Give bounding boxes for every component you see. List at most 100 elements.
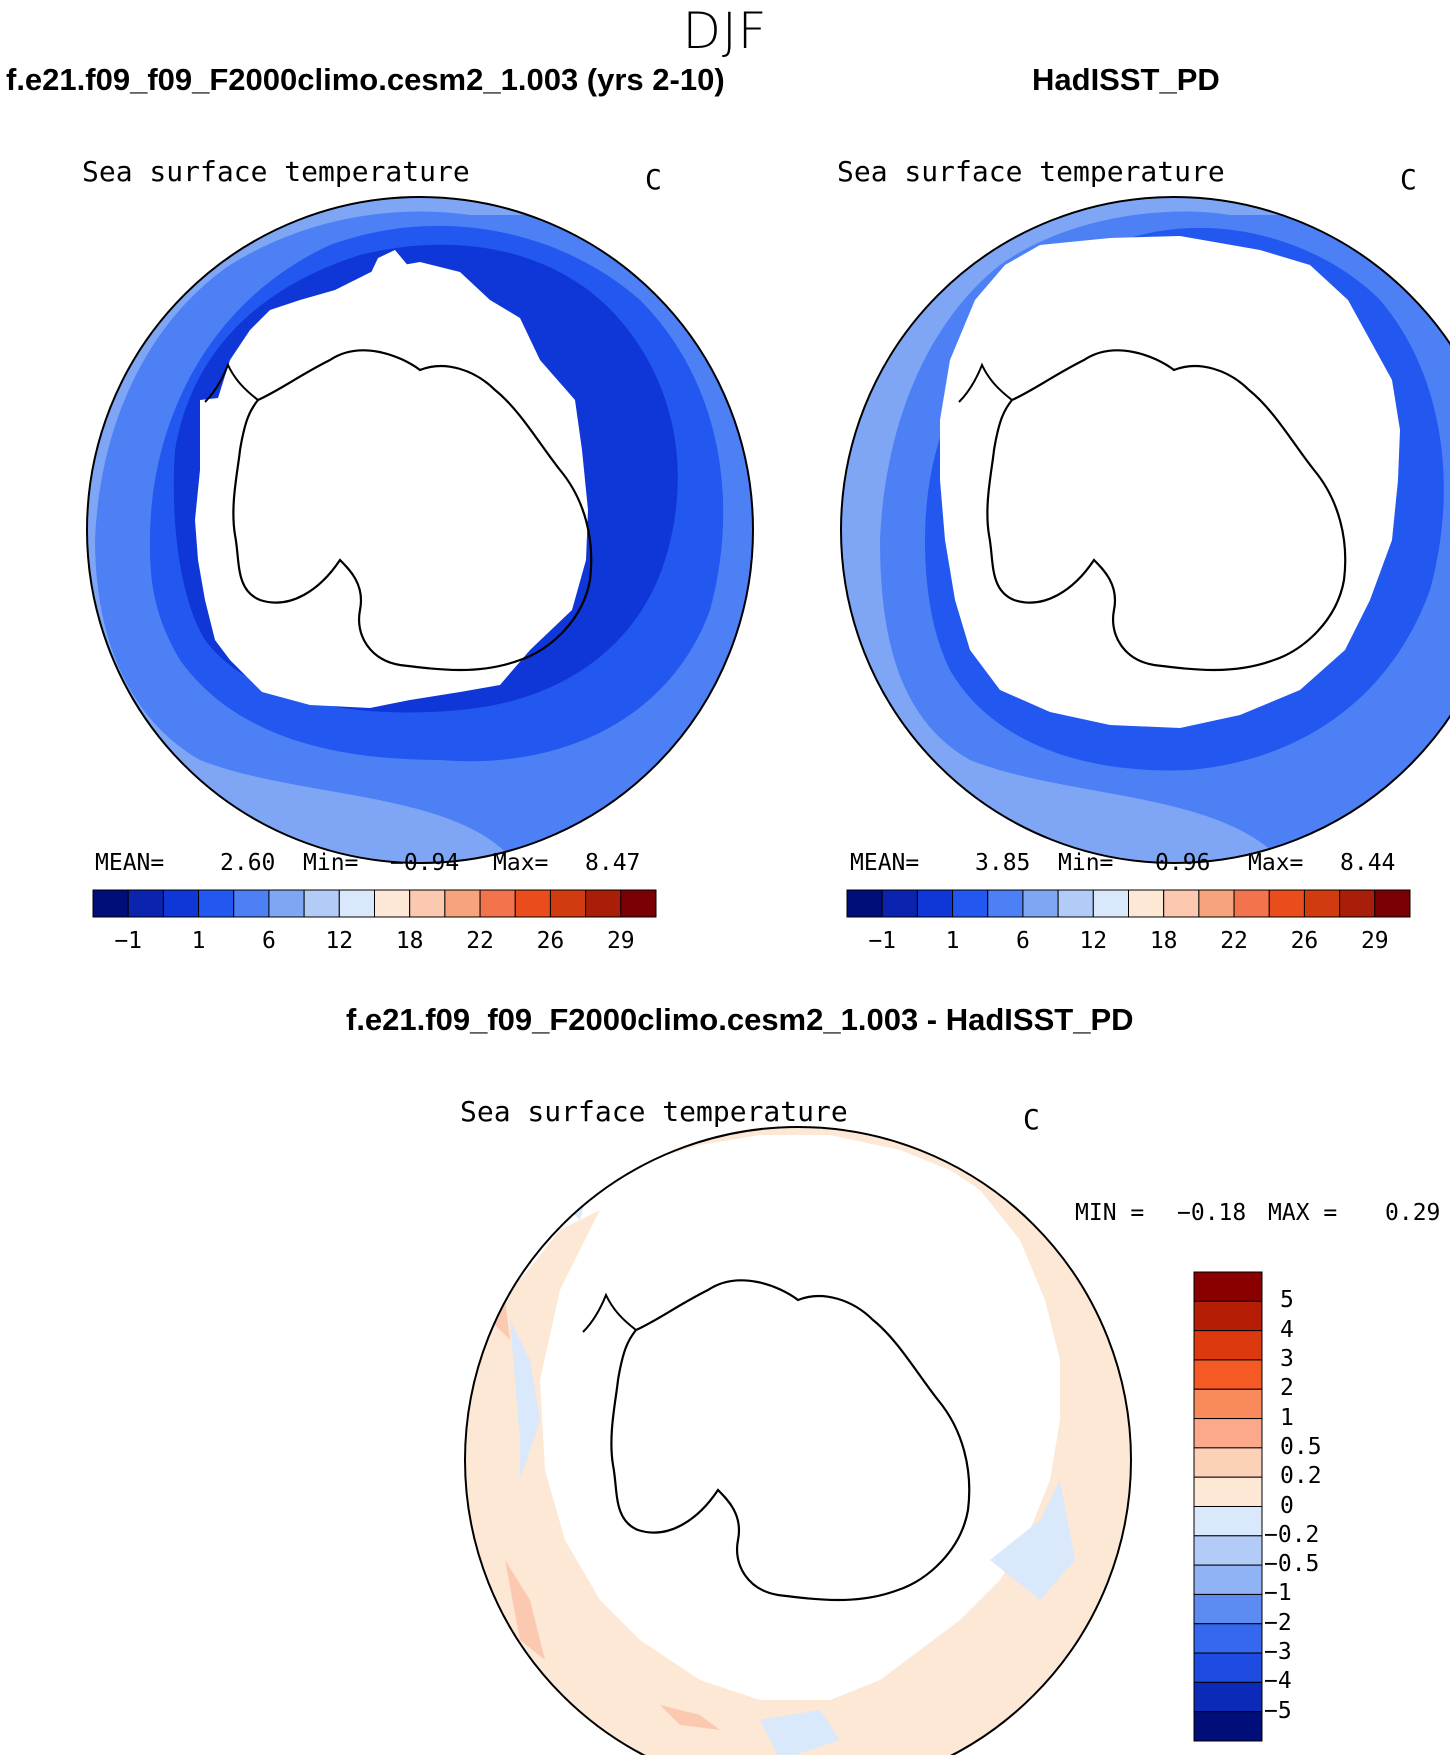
diff-colorbar-ticks: 5 4 3 2 1 0.5 0.2 0 −0.2 −0.5 −1 −2 −3 −4 −5 <box>1264 1272 1390 1741</box>
test-min-value: −0.94 <box>390 850 460 876</box>
test-max-label: Max= <box>493 850 549 876</box>
test-colorbar-ticks: −1 1 6 12 18 22 26 29 <box>93 928 656 958</box>
obs-stats: MEAN= 3.85 Min= 0.96 Max= 8.44 <box>850 850 1410 880</box>
colorbar-tick-label: 26 <box>1290 928 1319 954</box>
obs-colorbar <box>846 889 1411 918</box>
obs-max-label: Max= <box>1248 850 1304 876</box>
colorbar-tick-label: 1 <box>1280 1404 1294 1431</box>
colorbar-swatch <box>987 889 1024 918</box>
test-stats: MEAN= 2.60 Min= −0.94 Max= 8.47 <box>95 850 655 880</box>
colorbar-swatch <box>1193 1300 1263 1332</box>
test-max-value: 8.47 <box>585 850 641 876</box>
diff-stats: MIN = −0.18 MAX = 0.29 <box>1075 1200 1445 1230</box>
colorbar-tick-label: 29 <box>1360 928 1389 954</box>
colorbar-tick-label: −5 <box>1264 1697 1292 1724</box>
test-units-label: C <box>645 163 662 196</box>
obs-mean-label: MEAN= <box>850 850 920 876</box>
colorbar-swatch <box>916 889 954 918</box>
colorbar-swatch <box>1374 889 1411 918</box>
obs-mean-value: 3.85 <box>975 850 1031 876</box>
obs-min-label: Min= <box>1058 850 1114 876</box>
colorbar-swatch <box>1198 889 1235 918</box>
colorbar-tick-label: 2 <box>1280 1375 1294 1402</box>
colorbar-tick-label: 12 <box>325 928 354 954</box>
colorbar-swatch <box>303 889 340 918</box>
test-case-title: f.e21.f09_f09_F2000climo.cesm2_1.003 (yr… <box>6 62 725 97</box>
colorbar-swatch <box>1303 889 1341 918</box>
colorbar-tick-label: −0.5 <box>1264 1551 1320 1578</box>
colorbar-tick-label: −0.2 <box>1264 1521 1320 1548</box>
test-min-label: Min= <box>303 850 359 876</box>
diff-min-value: −0.18 <box>1177 1200 1247 1226</box>
diff-max-value: 0.29 <box>1385 1200 1441 1226</box>
colorbar-swatch <box>92 889 129 918</box>
colorbar-swatch <box>198 889 235 918</box>
test-mean-label: MEAN= <box>95 850 165 876</box>
colorbar-tick-label: −1 <box>1264 1580 1292 1607</box>
colorbar-swatch <box>881 889 918 918</box>
colorbar-tick-label: 0 <box>1280 1492 1294 1519</box>
colorbar-swatch <box>1193 1330 1263 1361</box>
colorbar-swatch <box>1193 1711 1263 1742</box>
colorbar-swatch <box>846 889 883 918</box>
colorbar-swatch <box>1193 1535 1263 1566</box>
colorbar-swatch <box>952 889 989 918</box>
colorbar-swatch <box>514 889 551 918</box>
diff-colorbar <box>1193 1271 1263 1742</box>
diff-min-label: MIN = <box>1075 1200 1145 1226</box>
colorbar-swatch <box>1022 889 1059 918</box>
colorbar-tick-label: 12 <box>1079 928 1108 954</box>
colorbar-tick-label: 26 <box>536 928 565 954</box>
colorbar-tick-label: 18 <box>1149 928 1178 954</box>
diff-variable-label: Sea surface temperature <box>460 1095 848 1128</box>
colorbar-tick-label: 1 <box>945 928 960 954</box>
colorbar-swatch <box>233 889 270 918</box>
colorbar-swatch <box>1193 1652 1263 1683</box>
colorbar-swatch <box>1128 889 1165 918</box>
colorbar-tick-label: 0.2 <box>1280 1463 1322 1490</box>
colorbar-tick-label: 6 <box>1016 928 1030 954</box>
colorbar-swatch <box>444 889 481 918</box>
colorbar-tick-label: −4 <box>1264 1668 1292 1695</box>
colorbar-tick-label: 1 <box>191 928 206 954</box>
colorbar-tick-label: 22 <box>1220 928 1248 954</box>
colorbar-swatch <box>1193 1681 1263 1713</box>
season-title: DJF <box>682 2 768 60</box>
colorbar-swatch <box>162 889 200 918</box>
colorbar-swatch <box>268 889 305 918</box>
colorbar-swatch <box>1092 889 1129 918</box>
obs-colorbar-ticks: −1 1 6 12 18 22 26 29 <box>847 928 1410 958</box>
diff-units-label: C <box>1023 1103 1040 1136</box>
colorbar-tick-label: 22 <box>466 928 494 954</box>
colorbar-tick-label: 18 <box>395 928 424 954</box>
colorbar-tick-label: −1 <box>868 928 897 954</box>
colorbar-swatch <box>1193 1447 1263 1478</box>
obs-max-value: 8.44 <box>1340 850 1396 876</box>
colorbar-tick-label: 29 <box>606 928 635 954</box>
colorbar-swatch <box>1193 1593 1263 1625</box>
colorbar-swatch <box>549 889 587 918</box>
colorbar-swatch <box>1339 889 1376 918</box>
colorbar-swatch <box>1193 1359 1263 1390</box>
colorbar-swatch <box>1193 1271 1263 1302</box>
colorbar-swatch <box>374 889 411 918</box>
test-mean-value: 2.60 <box>220 850 276 876</box>
colorbar-swatch <box>1193 1418 1263 1449</box>
colorbar-tick-label: 0.5 <box>1280 1433 1322 1460</box>
colorbar-tick-label: −2 <box>1264 1609 1292 1636</box>
colorbar-swatch <box>1193 1388 1263 1420</box>
obs-units-label: C <box>1400 163 1417 196</box>
colorbar-swatch <box>585 889 622 918</box>
colorbar-swatch <box>338 889 375 918</box>
colorbar-swatch <box>1193 1506 1263 1537</box>
colorbar-swatch <box>1193 1564 1263 1595</box>
diff-case-title: f.e21.f09_f09_F2000climo.cesm2_1.003 - H… <box>346 1002 1134 1037</box>
colorbar-swatch <box>479 889 516 918</box>
colorbar-tick-label: −1 <box>114 928 143 954</box>
colorbar-swatch <box>1163 889 1200 918</box>
colorbar-tick-label: 6 <box>262 928 276 954</box>
colorbar-swatch <box>409 889 446 918</box>
